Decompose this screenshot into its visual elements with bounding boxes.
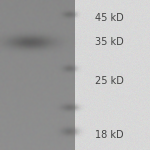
Text: 35 kD: 35 kD [95,37,124,47]
Text: 25 kD: 25 kD [95,76,124,86]
Text: 18 kD: 18 kD [95,130,124,140]
Text: 45 kD: 45 kD [95,13,124,23]
